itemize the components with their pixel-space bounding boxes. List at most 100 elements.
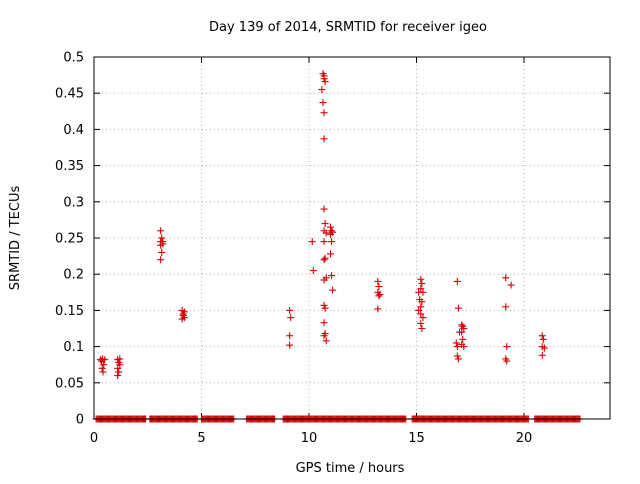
data-point xyxy=(539,335,547,343)
data-point xyxy=(320,75,328,83)
grid-lines xyxy=(94,57,610,419)
data-point xyxy=(320,332,328,340)
data-point xyxy=(320,301,328,309)
data-point xyxy=(454,304,462,312)
data-point xyxy=(453,277,461,285)
data-point xyxy=(418,325,426,332)
data-point xyxy=(503,357,511,365)
data-point xyxy=(453,343,461,351)
data-point xyxy=(502,303,510,311)
y-tick-label: 0.05 xyxy=(55,376,84,391)
data-point xyxy=(460,325,468,332)
y-tick-label: 0.4 xyxy=(63,123,84,138)
x-tick-label: 5 xyxy=(197,431,205,446)
data-point xyxy=(417,319,425,327)
data-point xyxy=(114,364,122,372)
data-point xyxy=(538,351,546,359)
y-tick-label: 0.25 xyxy=(55,232,84,247)
data-point xyxy=(158,234,166,242)
data-point xyxy=(115,368,123,376)
data-point xyxy=(458,321,466,329)
data-point xyxy=(374,277,382,285)
data-point xyxy=(417,310,425,318)
chart-title: Day 139 of 2014, SRMTID for receiver ige… xyxy=(209,20,487,35)
data-point xyxy=(286,332,294,340)
data-point xyxy=(287,314,295,322)
data-point xyxy=(374,305,382,313)
data-point xyxy=(320,256,328,264)
data-point xyxy=(321,220,329,228)
x-axis-ticks: 0 5 10 15 20 xyxy=(90,57,532,446)
data-point xyxy=(454,355,462,363)
data-point xyxy=(99,368,107,376)
y-tick-label: 0 xyxy=(76,413,84,428)
plot-frame xyxy=(93,56,611,420)
data-point xyxy=(116,361,124,369)
y-tick-label: 0.2 xyxy=(63,268,84,283)
data-point xyxy=(327,230,334,238)
data-point xyxy=(320,135,328,143)
data-point xyxy=(460,343,468,351)
data-point xyxy=(328,272,336,280)
data-point xyxy=(507,281,515,289)
data-point xyxy=(418,298,426,306)
data-point xyxy=(320,205,328,213)
y-tick-label: 0.35 xyxy=(55,159,84,174)
data-point xyxy=(114,372,122,380)
data-point xyxy=(157,256,165,264)
data-point xyxy=(319,99,327,107)
data-point xyxy=(98,364,106,372)
data-point xyxy=(157,227,165,235)
data-point xyxy=(318,86,326,94)
data-point xyxy=(286,306,294,314)
data-point xyxy=(327,223,334,231)
data-point xyxy=(320,319,328,327)
data-point xyxy=(178,315,186,323)
data-point xyxy=(328,238,336,246)
data-point xyxy=(322,337,330,345)
data-point xyxy=(417,285,425,293)
y-tick-label: 0.45 xyxy=(55,87,84,102)
data-point xyxy=(538,332,546,340)
y-tick-label: 0.3 xyxy=(63,195,84,210)
data-point xyxy=(540,344,548,352)
data-point xyxy=(417,303,425,311)
data-point xyxy=(419,288,427,296)
data-point xyxy=(320,109,328,117)
data-point xyxy=(327,250,334,258)
y-tick-label: 0.5 xyxy=(63,51,84,66)
data-point xyxy=(459,335,467,343)
data-point xyxy=(376,290,384,298)
data-point xyxy=(328,227,336,235)
data-point xyxy=(322,229,330,237)
data-point xyxy=(159,240,167,248)
data-point xyxy=(419,314,427,322)
data-point xyxy=(417,275,425,283)
data-point xyxy=(320,276,328,284)
data-point xyxy=(180,308,188,316)
data-point xyxy=(101,356,109,364)
data-point xyxy=(502,274,510,282)
data-point xyxy=(321,254,329,262)
data-point xyxy=(100,361,108,369)
data-point xyxy=(321,304,329,312)
data-point xyxy=(453,352,461,360)
x-tick-label: 0 xyxy=(90,431,98,446)
data-point xyxy=(418,280,426,288)
data-point xyxy=(320,238,328,246)
data-point xyxy=(452,339,460,347)
y-axis-ticks: 0 0.05 0.1 0.15 0.2 0.25 0.3 0.35 0.4 0.45 0.5 xyxy=(55,51,610,428)
data-point xyxy=(375,292,383,300)
data-point xyxy=(503,343,511,351)
x-axis-label: GPS time / hours xyxy=(296,461,405,476)
data-point xyxy=(415,306,423,314)
data-point xyxy=(456,328,463,336)
data-point xyxy=(286,341,294,349)
data-point xyxy=(329,286,337,294)
x-tick-label: 20 xyxy=(516,431,533,446)
data-point xyxy=(158,248,166,256)
data-point xyxy=(375,283,383,291)
y-axis-label: SRMTID / TECUs xyxy=(8,186,23,291)
x-tick-label: 10 xyxy=(301,431,318,446)
